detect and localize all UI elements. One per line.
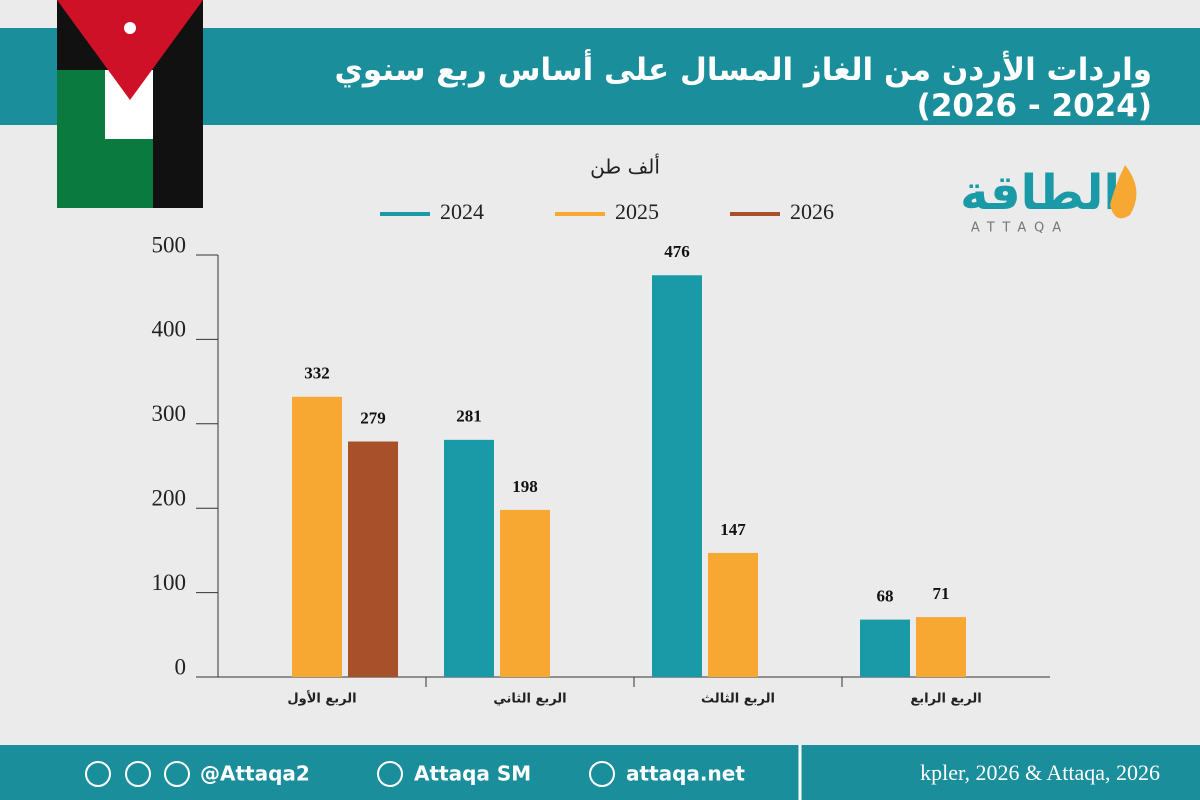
value-label: 71	[933, 584, 950, 603]
footer-youtube: Attaqa SM	[414, 762, 531, 786]
value-label: 147	[720, 520, 746, 539]
bar	[500, 509, 550, 677]
bar	[916, 617, 966, 677]
value-label: 332	[304, 364, 330, 383]
bar	[652, 275, 702, 677]
x-tick-label: الربع الثاني	[493, 692, 566, 707]
y-tick-label: 200	[152, 485, 187, 510]
x-tick-label: الربع الرابع	[910, 692, 981, 707]
value-label: 198	[512, 477, 538, 496]
bar	[444, 439, 494, 677]
logo-text: الطاقة	[960, 165, 1120, 221]
x-tick-label: الربع الثالث	[701, 692, 775, 707]
bar	[292, 396, 342, 677]
y-tick-label: 100	[152, 570, 187, 595]
footer-web: attaqa.net	[626, 762, 745, 786]
chart-title: واردات الأردن من الغاز المسال على أساس ر…	[334, 52, 1152, 124]
bar	[348, 441, 398, 677]
y-tick-label: 400	[152, 317, 187, 342]
y-tick-label: 500	[152, 232, 187, 257]
x-tick-label: الربع الأول	[287, 690, 356, 707]
footer-band	[0, 745, 1200, 800]
unit-label: ألف طن	[590, 154, 660, 179]
logo-latin: ATTAQA	[971, 221, 1069, 236]
value-label: 476	[664, 242, 690, 261]
legend-label: 2025	[615, 199, 659, 224]
value-label: 279	[360, 408, 386, 427]
bar	[708, 552, 758, 677]
y-tick-label: 300	[152, 401, 187, 426]
footer-x: @Attaqa2	[200, 762, 310, 786]
legend-label: 2026	[790, 199, 834, 224]
legend-label: 2024	[440, 199, 484, 224]
value-label: 281	[456, 407, 482, 426]
footer-source: kpler, 2026 & Attaqa, 2026	[920, 760, 1160, 785]
bar	[860, 619, 910, 677]
logo: الطاقة ATTAQA	[960, 165, 1137, 236]
flag	[57, 0, 203, 208]
footer-icons	[85, 761, 615, 787]
value-label: 68	[877, 587, 894, 606]
y-tick-label: 0	[175, 654, 187, 679]
